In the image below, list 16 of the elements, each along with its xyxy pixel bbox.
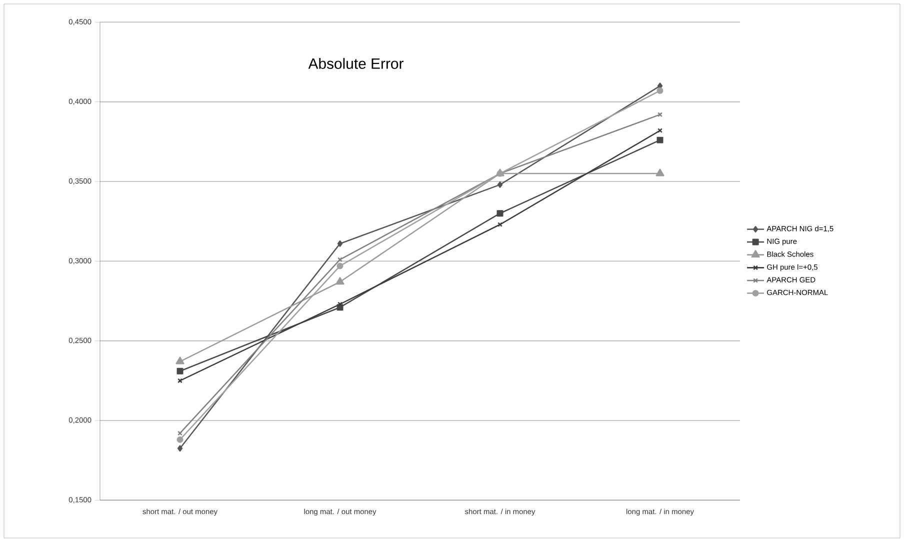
point (656, 168, 664, 176)
point (337, 240, 343, 247)
text: Absolute Error (308, 58, 404, 69)
point (336, 277, 344, 285)
point (338, 257, 342, 262)
point (336, 262, 344, 270)
point (496, 210, 504, 217)
point (498, 222, 502, 227)
point (177, 445, 183, 452)
point (176, 356, 184, 364)
point (656, 87, 664, 94)
point (176, 436, 184, 443)
point (176, 368, 184, 374)
point (656, 136, 664, 144)
point (497, 181, 503, 188)
point (338, 302, 342, 307)
